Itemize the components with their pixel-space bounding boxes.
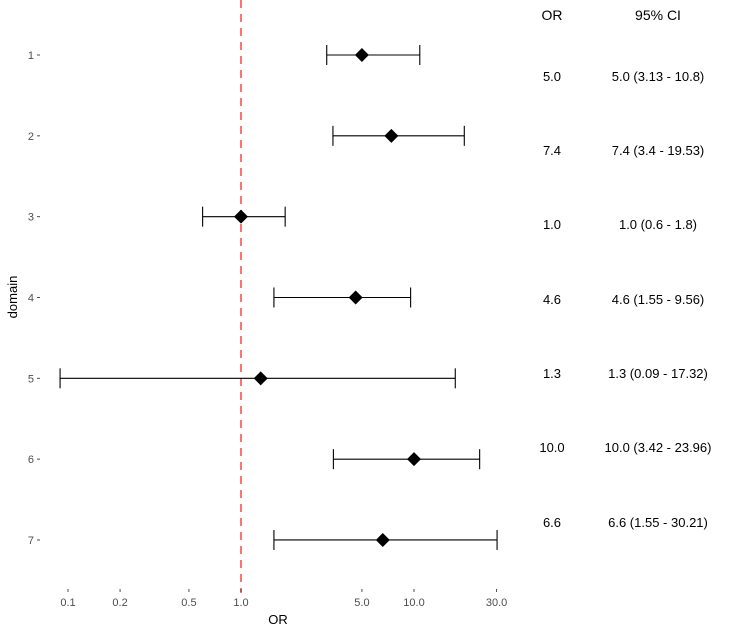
- y-tick-label: 2: [28, 131, 34, 143]
- or-point: [253, 371, 268, 386]
- table-ci-value: 1.3 (0.09 - 17.32): [608, 366, 708, 381]
- results-table: 5.0 5.0 (3.13 - 10.8) 7.4 7.4 (3.4 - 19.53)…: [539, 69, 711, 530]
- or-point: [407, 452, 421, 467]
- table-or-value: 4.6: [543, 292, 561, 307]
- y-tick-label: 7: [28, 535, 34, 547]
- ci-layer: [59, 45, 498, 550]
- or-point: [384, 128, 399, 143]
- x-axis: 0.1 0.2 0.5 1.0 5.0 10.0 30.0: [60, 589, 507, 609]
- table-or-value: 7.4: [543, 143, 561, 158]
- table-ci-value: 10.0 (3.42 - 23.96): [605, 440, 712, 455]
- table-or-value: 10.0: [539, 440, 564, 455]
- x-tick-label: 1.0: [233, 597, 248, 609]
- point-layer: [234, 48, 421, 547]
- table-ci-value: 5.0 (3.13 - 10.8): [612, 69, 705, 84]
- table-or-value: 1.3: [543, 366, 561, 381]
- table-or-value: 6.6: [543, 515, 561, 530]
- table-ci-value: 7.4 (3.4 - 19.53): [612, 143, 705, 158]
- table-header-or: OR: [542, 7, 563, 23]
- y-tick-label: 6: [28, 454, 34, 466]
- or-point: [354, 48, 369, 62]
- y-axis: 1 2 3 4 5 6 7: [28, 50, 40, 547]
- table-ci-value: 1.0 (0.6 - 1.8): [619, 217, 697, 232]
- x-axis-title: OR: [268, 612, 288, 627]
- x-tick-label: 0.1: [60, 597, 75, 609]
- y-tick-label: 5: [28, 373, 34, 385]
- table-ci-value: 4.6 (1.55 - 9.56): [612, 292, 705, 307]
- y-tick-label: 4: [28, 292, 34, 304]
- y-axis-title: domain: [5, 276, 20, 319]
- x-tick-label: 30.0: [486, 597, 507, 609]
- y-tick-label: 3: [28, 212, 34, 224]
- y-tick-label: 1: [28, 50, 34, 62]
- table-or-value: 5.0: [543, 69, 561, 84]
- table-header-ci: 95% CI: [635, 7, 681, 23]
- or-point: [348, 290, 363, 305]
- or-point: [375, 532, 390, 547]
- table-ci-value: 6.6 (1.55 - 30.21): [608, 515, 708, 530]
- x-tick-label: 5.0: [354, 597, 369, 609]
- x-tick-label: 10.0: [403, 597, 424, 609]
- table-or-value: 1.0: [543, 217, 561, 232]
- x-tick-label: 0.2: [112, 597, 127, 609]
- x-tick-label: 0.5: [181, 597, 196, 609]
- or-point: [234, 209, 248, 224]
